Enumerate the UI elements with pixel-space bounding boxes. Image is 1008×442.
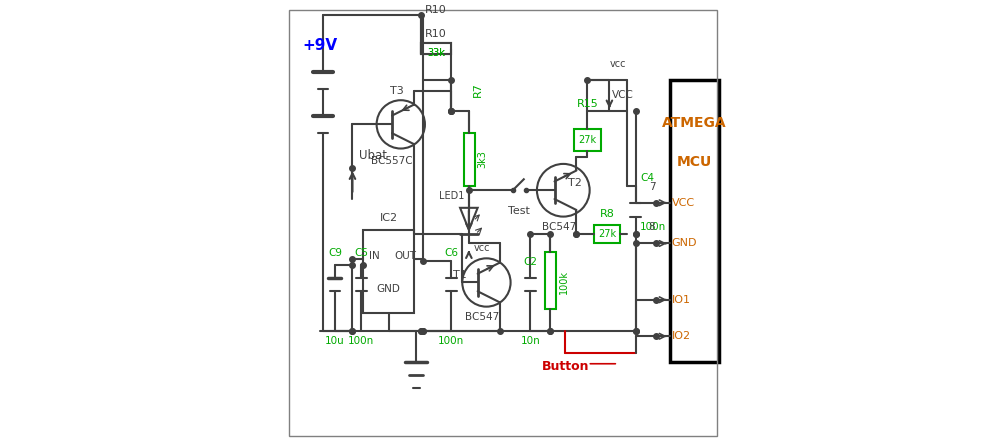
- Bar: [669, 80, 720, 362]
- Text: T3: T3: [389, 86, 403, 95]
- Text: OUT: OUT: [394, 251, 416, 261]
- Text: R8: R8: [600, 209, 615, 219]
- Text: 3k3: 3k3: [478, 151, 488, 168]
- Text: 27k: 27k: [579, 135, 597, 145]
- Text: 10u: 10u: [325, 336, 345, 346]
- Text: Test: Test: [508, 206, 530, 217]
- Text: BC547: BC547: [465, 312, 499, 322]
- Bar: [420, 43, 452, 54]
- Text: MCU: MCU: [676, 155, 712, 169]
- Text: IO2: IO2: [671, 331, 690, 341]
- Text: BC557C: BC557C: [371, 156, 413, 166]
- Text: Button: Button: [541, 360, 590, 373]
- Text: 10n: 10n: [520, 336, 540, 346]
- Text: C6: C6: [445, 248, 459, 258]
- Text: C5: C5: [354, 248, 368, 258]
- Text: 100k: 100k: [558, 271, 569, 294]
- Text: R15: R15: [577, 99, 599, 109]
- Text: GND: GND: [671, 239, 698, 248]
- Text: BC547: BC547: [541, 222, 576, 232]
- Text: R7: R7: [473, 82, 483, 97]
- Text: Ubat: Ubat: [359, 149, 387, 162]
- Text: vcc: vcc: [473, 243, 490, 253]
- Text: R10: R10: [425, 4, 447, 15]
- Text: 100n: 100n: [438, 336, 465, 346]
- Text: T1: T1: [454, 270, 467, 280]
- Text: 100n: 100n: [348, 336, 374, 346]
- Text: C2: C2: [523, 257, 537, 267]
- Bar: [575, 129, 601, 151]
- Text: C4: C4: [640, 173, 654, 183]
- Bar: [464, 133, 475, 186]
- Text: 100n: 100n: [640, 222, 666, 232]
- Text: GND: GND: [377, 284, 400, 294]
- Text: 27k: 27k: [598, 229, 616, 239]
- Bar: [545, 252, 555, 309]
- Text: 8: 8: [649, 222, 655, 232]
- Text: T2: T2: [568, 178, 582, 188]
- Text: IN: IN: [369, 251, 380, 261]
- Text: LED1: LED1: [438, 191, 464, 201]
- Bar: [364, 230, 414, 313]
- Text: IO1: IO1: [671, 295, 690, 305]
- Text: vcc: vcc: [610, 59, 626, 69]
- Text: 7: 7: [649, 182, 655, 191]
- Bar: [420, 43, 452, 54]
- Text: +9V: +9V: [302, 38, 337, 53]
- Text: 33k: 33k: [427, 48, 445, 58]
- Text: VCC: VCC: [612, 90, 633, 100]
- Text: ATMEGA: ATMEGA: [662, 116, 727, 130]
- Text: IC2: IC2: [380, 213, 398, 223]
- Text: R10: R10: [425, 29, 447, 38]
- Text: C9: C9: [328, 248, 342, 258]
- Text: VCC: VCC: [671, 198, 695, 208]
- Bar: [594, 225, 620, 243]
- Text: 33k: 33k: [427, 48, 445, 58]
